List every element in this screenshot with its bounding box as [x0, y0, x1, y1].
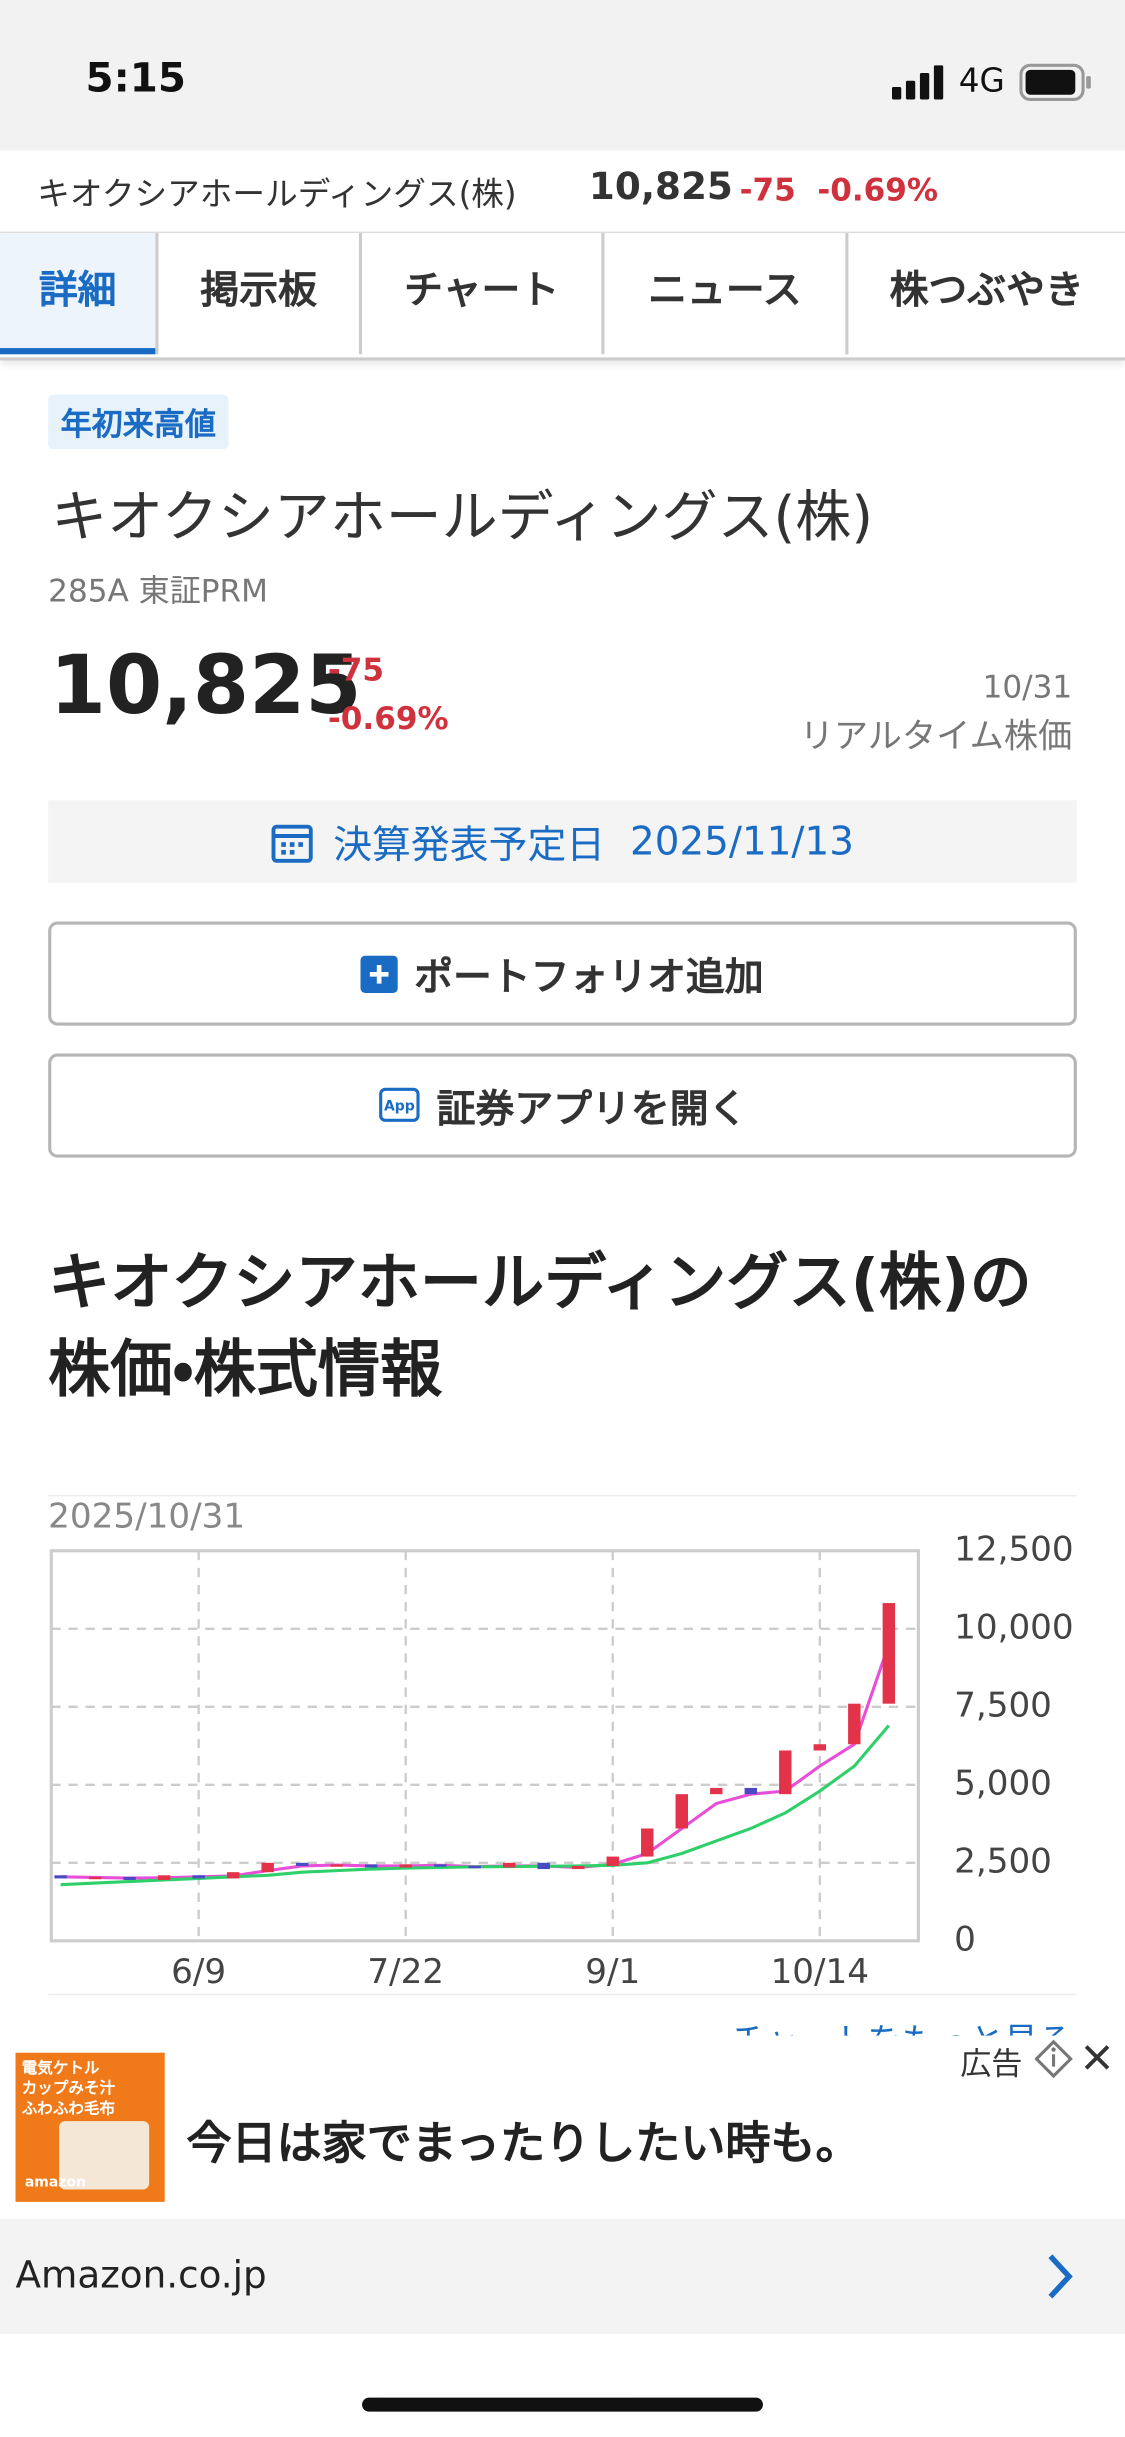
- price-date: 10/31: [982, 668, 1073, 706]
- candle: [54, 1875, 67, 1879]
- ad-product: [59, 2121, 150, 2190]
- x-tick-label: 6/9: [171, 1952, 226, 1992]
- plus-icon: [361, 954, 399, 993]
- calendar-icon: [272, 823, 314, 863]
- candle: [779, 1750, 792, 1795]
- divider: [48, 1993, 1077, 1996]
- status-bar: 5:15 4G: [0, 0, 1125, 151]
- candle: [468, 1865, 481, 1869]
- ad-controls[interactable]: [1034, 2039, 1116, 2079]
- candle: [88, 1876, 102, 1880]
- candle: [123, 1876, 136, 1880]
- section-title: キオクシアホールディングス(株)の株価・株式情報: [48, 1247, 1032, 1407]
- earnings-label: 決算発表予定日: [333, 821, 606, 867]
- y-tick-label: 2,500: [954, 1841, 1052, 1881]
- candle: [710, 1787, 723, 1795]
- candle: [813, 1744, 827, 1751]
- portfolio-button[interactable]: ポートフォリオ追加: [48, 921, 1077, 1026]
- stock-name: キオクシアホールディングス(株): [51, 486, 874, 551]
- tab[interactable]: チャート: [358, 233, 601, 355]
- stock-change: -75: [327, 651, 385, 689]
- y-tick-label: 0: [954, 1919, 976, 1959]
- button-label: ポートフォリオ追加: [414, 953, 764, 999]
- stock-change-pct: -0.69%: [327, 699, 449, 737]
- candle: [572, 1865, 585, 1870]
- y-tick-label: 7,500: [954, 1685, 1052, 1725]
- candle: [606, 1856, 619, 1866]
- candle: [433, 1864, 447, 1867]
- tab[interactable]: 株つぶやき: [845, 233, 1125, 355]
- y-tick-label: 10,000: [954, 1607, 1074, 1647]
- ad-footer[interactable]: Amazon.co.jp: [0, 2218, 1125, 2334]
- signal-icon: [891, 65, 944, 100]
- candle: [503, 1862, 516, 1868]
- y-tick-label: 12,500: [954, 1529, 1074, 1569]
- stock-chart: 2025/10/31 0 2,500 5,000 7,500 10,000 12,500 6…: [48, 1497, 1074, 1992]
- svg-text:App: App: [384, 1098, 415, 1114]
- candle: [882, 1603, 896, 1704]
- x-tick-label: 10/14: [771, 1952, 869, 1992]
- ad-label: 広告: [960, 2038, 1023, 2084]
- tab[interactable]: ニュース: [601, 233, 845, 355]
- ad-image-text: カップみそ汁: [21, 2080, 115, 2098]
- tab-bar: 詳細 掲示板 チャート ニュース 株つぶやき: [0, 233, 1125, 361]
- header-price: 10,825: [588, 164, 733, 209]
- chevron-icon: [1048, 2254, 1073, 2299]
- sticky-header: キオクシアホールディングス(株) 10,825 -75 -0.69%: [0, 151, 1125, 234]
- network: 4G: [958, 62, 1005, 100]
- button-label: 証券アプリを開く: [436, 1085, 748, 1131]
- candle: [226, 1872, 240, 1879]
- y-tick-label: 5,000: [954, 1763, 1052, 1803]
- candle: [744, 1787, 758, 1795]
- header-change: -75: [739, 170, 796, 209]
- candle: [848, 1703, 861, 1745]
- ad-image-text: ふわふわ毛布: [21, 2100, 115, 2118]
- tab[interactable]: 掲示板: [155, 233, 359, 355]
- app-button[interactable]: App 証券アプリを開く: [48, 1053, 1077, 1158]
- price-type: リアルタイム株価: [799, 717, 1073, 757]
- candle: [364, 1864, 378, 1868]
- plot-area: [49, 1549, 920, 1943]
- battery-icon: [1019, 63, 1091, 102]
- candle: [157, 1875, 171, 1880]
- candle: [399, 1864, 412, 1868]
- chart-date: 2025/10/31: [48, 1497, 245, 1537]
- x-tick-label: 9/1: [585, 1952, 640, 1992]
- ad-image: 電気ケトル カップみそ汁 ふわふわ毛布 amazon: [15, 2052, 165, 2202]
- candle: [330, 1864, 343, 1867]
- ad-image-text: 電気ケトル: [21, 2060, 100, 2078]
- time: 5:15: [85, 55, 186, 103]
- candle: [261, 1862, 274, 1873]
- candle: [537, 1862, 550, 1870]
- candle: [192, 1875, 205, 1879]
- header-name: キオクシアホールディングス(株): [37, 175, 517, 213]
- candle: [295, 1862, 309, 1866]
- earnings-date: 2025/11/13: [630, 818, 854, 864]
- stock-price: 10,825: [49, 640, 362, 734]
- ad-source: Amazon.co.jp: [15, 2253, 267, 2297]
- divider: [48, 1494, 1077, 1497]
- earnings-box[interactable]: 決算発表予定日 2025/11/13: [48, 800, 1077, 883]
- tab[interactable]: 詳細: [0, 233, 156, 355]
- ad-banner[interactable]: 電気ケトル カップみそ汁 ふわふわ毛布 amazon 今日は家でまったりしたい時…: [0, 2035, 1125, 2219]
- x-tick-label: 7/22: [367, 1952, 444, 1992]
- app-icon: App: [379, 1086, 420, 1122]
- header-change-pct: -0.69%: [817, 170, 939, 209]
- candle: [675, 1794, 688, 1829]
- stock-code: 285A 東証PRM: [48, 571, 268, 610]
- home-indicator: [362, 2397, 763, 2412]
- ad-headline: 今日は家でまったりしたい時も。: [186, 2116, 861, 2170]
- ad-brand: amazon: [24, 2175, 87, 2191]
- candle: [641, 1828, 654, 1857]
- badge: 年初来高値: [48, 394, 229, 450]
